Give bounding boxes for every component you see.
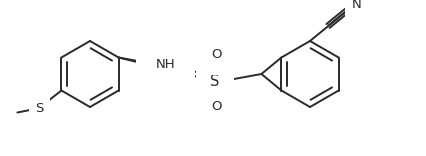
Text: O: O [212, 100, 222, 114]
Text: N: N [352, 0, 362, 11]
Text: O: O [212, 49, 222, 61]
Text: NH: NH [156, 58, 176, 71]
Text: S: S [35, 102, 43, 115]
Text: S: S [210, 73, 220, 88]
Text: H
N: H N [160, 49, 170, 77]
